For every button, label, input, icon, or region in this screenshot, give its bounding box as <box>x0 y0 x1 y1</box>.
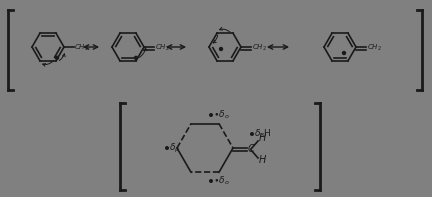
Circle shape <box>134 56 137 59</box>
Circle shape <box>210 180 212 182</box>
Text: CH$_2$: CH$_2$ <box>252 43 267 53</box>
Circle shape <box>343 51 346 55</box>
Circle shape <box>166 147 168 149</box>
Circle shape <box>55 56 58 59</box>
Circle shape <box>219 47 222 50</box>
Circle shape <box>251 133 253 135</box>
Text: $\bullet\delta_o$: $\bullet\delta_o$ <box>213 109 230 121</box>
Text: H: H <box>259 155 267 165</box>
Text: CH$_2$: CH$_2$ <box>74 43 89 53</box>
Text: C: C <box>248 144 255 154</box>
Text: CH$_2$: CH$_2$ <box>155 43 170 53</box>
Text: $\delta_p$: $\delta_p$ <box>169 141 180 155</box>
Circle shape <box>210 114 212 116</box>
Text: $\delta_\beta$H: $\delta_\beta$H <box>254 127 272 140</box>
Text: CH$_2$: CH$_2$ <box>367 43 382 53</box>
Text: $\bullet\delta_o$: $\bullet\delta_o$ <box>213 175 230 187</box>
Text: H: H <box>259 133 267 143</box>
